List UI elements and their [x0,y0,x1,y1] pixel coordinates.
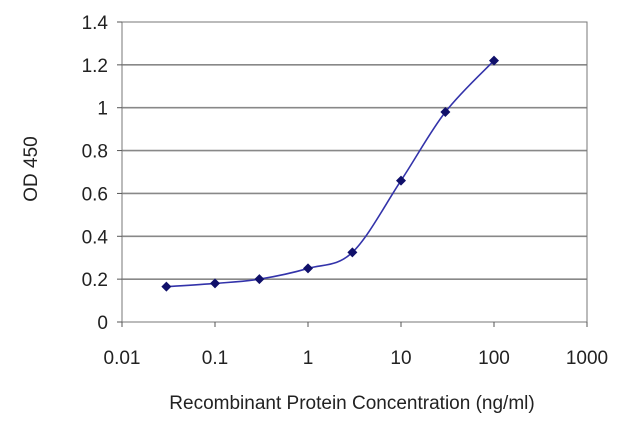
y-tick-label: 0.8 [82,142,108,163]
x-tick-label: 0.01 [104,348,141,369]
x-tick-label: 1000 [566,348,608,369]
x-axis-title: Recombinant Protein Concentration (ng/ml… [169,393,534,414]
y-tick-label: 0.4 [82,227,109,248]
data-points [161,55,499,292]
y-tick-label: 0.2 [82,270,108,291]
y-axis-title: OD 450 [21,136,42,201]
data-point [440,107,451,117]
x-tick-label: 10 [390,348,411,369]
data-point [489,55,499,66]
series-line [166,60,495,288]
x-tick-label: 0.1 [202,348,228,369]
y-axis-ticks: 0 0.2 0.4 0.6 0.8 1 1.2 1.4 [82,13,122,334]
x-tick-label: 1 [303,348,314,369]
y-tick-label: 0.6 [82,184,108,205]
data-point [210,278,220,289]
plot-border [121,21,588,323]
y-tick-label: 1 [97,99,108,120]
plot-area [122,22,587,322]
y-tick-label: 1.2 [82,56,108,77]
y-tick-label: 1.4 [82,13,109,34]
data-point [254,274,265,285]
data-point [347,247,358,258]
x-axis-ticks: 0.01 0.1 1 10 100 1000 [104,322,608,369]
x-tick-label: 100 [478,348,510,369]
data-point [161,281,172,292]
data-point [303,263,313,274]
data-point [396,175,406,186]
y-tick-label: 0 [97,313,108,334]
grid-lines [122,64,587,280]
